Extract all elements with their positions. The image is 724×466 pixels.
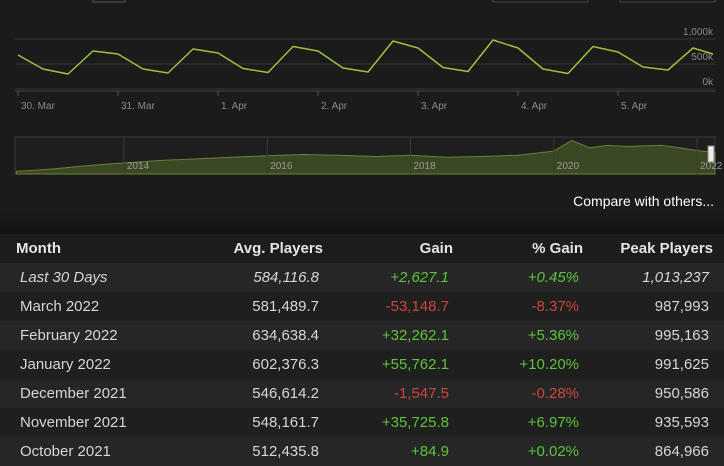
table-cell: 581,489.7 — [190, 292, 323, 321]
table-row: October 2021 512,435.8 +84.9 +0.02% 864,966 — [0, 437, 724, 466]
table-cell: 634,638.4 — [190, 321, 323, 350]
table-cell: 548,161.7 — [190, 408, 323, 437]
x-tick-label: 30. Mar — [21, 101, 56, 112]
top-control[interactable] — [619, 0, 716, 3]
table-cell: -8.37% — [453, 292, 583, 321]
table-cell: +0.45% — [453, 263, 583, 292]
y-tick-label: 500k — [691, 52, 714, 63]
table-cell: 512,435.8 — [190, 437, 323, 466]
x-tick-label: 5. Apr — [621, 101, 648, 112]
table-cell: 584,116.8 — [190, 263, 323, 292]
table-cell: +32,262.1 — [323, 321, 453, 350]
table-cell: +35,725.8 — [323, 408, 453, 437]
top-control[interactable] — [92, 0, 126, 3]
table-cell: October 2021 — [0, 437, 190, 466]
column-header: Peak Players — [583, 234, 724, 263]
table-cell: +10.20% — [453, 350, 583, 379]
table-cell: +2,627.1 — [323, 263, 453, 292]
table-cell: +0.02% — [453, 437, 583, 466]
x-tick-label: 2020 — [557, 161, 580, 172]
table-cell: 991,625 — [583, 350, 724, 379]
table-cell: 546,614.2 — [190, 379, 323, 408]
table-cell: 995,163 — [583, 321, 724, 350]
x-tick-label: 31. Mar — [121, 101, 156, 112]
x-tick-label: 2. Apr — [321, 101, 348, 112]
table-cell: 602,376.3 — [190, 350, 323, 379]
table-cell: December 2021 — [0, 379, 190, 408]
column-header: Gain — [323, 234, 453, 263]
table-cell: 864,966 — [583, 437, 724, 466]
x-tick-label: 2022 — [700, 161, 723, 172]
table-cell: 950,586 — [583, 379, 724, 408]
table-cell: November 2021 — [0, 408, 190, 437]
x-tick-label: 3. Apr — [421, 101, 448, 112]
stats-table: Month Avg. Players Gain% Gain Peak Players L… — [0, 234, 724, 466]
table-cell: +55,762.1 — [323, 350, 453, 379]
table-cell: -0.28% — [453, 379, 583, 408]
table-row: March 2022 581,489.7 -53,148.7 -8.37% 987,99… — [0, 292, 724, 321]
table-row: December 2021 546,614.2 -1,547.5 -0.28% 950,… — [0, 379, 724, 408]
x-tick-label: 1. Apr — [221, 101, 248, 112]
table-cell: +84.9 — [323, 437, 453, 466]
texture-band — [0, 212, 724, 234]
column-header: Avg. Players — [190, 234, 323, 263]
table-cell: -53,148.7 — [323, 292, 453, 321]
column-header: % Gain — [453, 234, 583, 263]
table-cell: +5.36% — [453, 321, 583, 350]
table-cell: Last 30 Days — [0, 263, 190, 292]
table-cell: January 2022 — [0, 350, 190, 379]
table-row: February 2022 634,638.4 +32,262.1 +5.36% 995… — [0, 321, 724, 350]
top-control[interactable] — [492, 0, 589, 3]
navigator-handle[interactable] — [707, 145, 715, 163]
x-tick-label: 2016 — [270, 161, 293, 172]
table-cell: 987,993 — [583, 292, 724, 321]
y-tick-label: 1,000k — [683, 27, 714, 38]
x-tick-label: 2018 — [413, 161, 436, 172]
x-tick-label: 4. Apr — [521, 101, 548, 112]
column-header: Month — [0, 234, 190, 263]
table-cell: 1,013,237 — [583, 263, 724, 292]
y-tick-label: 0k — [702, 77, 714, 88]
table-cell: March 2022 — [0, 292, 190, 321]
table-row: January 2022 602,376.3 +55,762.1 +10.20% 991… — [0, 350, 724, 379]
table-cell: February 2022 — [0, 321, 190, 350]
table-row: November 2021 548,161.7 +35,725.8 +6.97% 935… — [0, 408, 724, 437]
player-line — [17, 39, 714, 75]
table-cell: +6.97% — [453, 408, 583, 437]
history-area — [15, 139, 716, 175]
table-cell: 935,593 — [583, 408, 724, 437]
charts: 0k 500k 1,000k 30. Mar 31. Mar 1. Apr 2. Apr 3.… — [0, 0, 724, 234]
compare-link[interactable]: Compare with others... — [573, 193, 714, 209]
table-row: Last 30 Days 584,116.8 +2,627.1 +0.45% 1,013… — [0, 263, 724, 292]
x-tick-label: 2014 — [127, 161, 150, 172]
table-cell: -1,547.5 — [323, 379, 453, 408]
